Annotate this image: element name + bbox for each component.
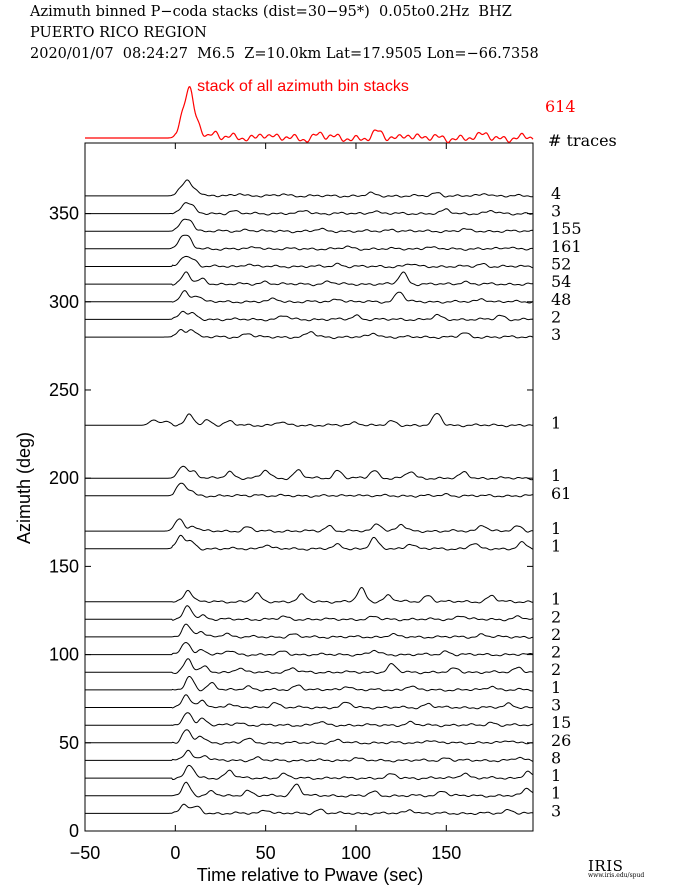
azimuth-trace-30 [85, 764, 534, 781]
azimuth-trace-310 [85, 271, 534, 287]
header-line-3: 2020/01/07 08:24:27 M6.5 Z=10.0km Lat=17… [30, 46, 539, 62]
header-line-1: Azimuth binned P−coda stacks (dist=30−95… [30, 4, 512, 20]
x-axis-label: Time relative to Pwave (sec) [197, 865, 423, 885]
azimuth-trace-70 [85, 694, 534, 710]
azimuth-trace-300 [85, 290, 534, 304]
y-tick-label: 150 [49, 556, 79, 576]
y-tick-label: 100 [49, 645, 79, 665]
trace-count-110: 2 [551, 625, 561, 644]
trace-count-20: 1 [551, 784, 561, 803]
trace-count-50: 26 [551, 731, 571, 750]
trace-count-70: 3 [551, 696, 561, 715]
azimuth-trace-50 [85, 729, 534, 745]
x-tick-label: 150 [431, 843, 461, 863]
y-axis-label: Azimuth (deg) [14, 432, 34, 544]
azimuth-trace-360 [85, 179, 534, 198]
azimuth-trace-40 [85, 749, 534, 763]
x-tick-label: 100 [341, 843, 371, 863]
trace-count-160: 1 [551, 537, 561, 556]
iris-logo-url: www.iris.edu/spud [588, 872, 645, 879]
azimuth-trace-100 [85, 641, 534, 657]
azimuth-trace-80 [85, 676, 534, 692]
trace-count-300: 48 [551, 290, 571, 309]
y-tick-label: 50 [59, 733, 79, 753]
trace-count-190: 61 [551, 484, 571, 503]
x-tick-label: −50 [70, 843, 101, 863]
header-line-2: PUERTO RICO REGION [30, 25, 207, 41]
trace-count-310: 54 [551, 272, 571, 291]
trace-count-40: 8 [551, 748, 561, 767]
trace-count-290: 2 [551, 307, 561, 326]
azimuth-trace-10 [85, 803, 534, 816]
azimuth-trace-200 [85, 465, 534, 481]
azimuth-trace-290 [85, 310, 534, 322]
azimuth-trace-280 [85, 328, 534, 340]
trace-count-60: 15 [551, 713, 571, 732]
trace-count-80: 1 [551, 678, 561, 697]
plot-border [84, 142, 534, 832]
trace-count-360: 4 [551, 184, 561, 203]
y-tick-label: 200 [49, 468, 79, 488]
azimuth-trace-130 [85, 586, 534, 604]
y-tick-label: 250 [49, 380, 79, 400]
azimuth-trace-330 [85, 234, 534, 251]
plot-frame [84, 142, 534, 832]
trace-count-320: 52 [551, 254, 571, 273]
trace-count-280: 3 [551, 325, 561, 344]
stack-label: stack of all azimuth bin stacks [197, 78, 409, 95]
trace-count-10: 3 [551, 801, 561, 820]
azimuth-trace-320 [85, 255, 534, 269]
trace-stacks [85, 179, 534, 816]
azimuth-trace-60 [85, 712, 534, 728]
y-tick-label: 0 [69, 821, 79, 841]
azimuth-trace-90 [85, 658, 534, 675]
trace-count-230: 1 [551, 413, 561, 432]
iris-logo: IRIS www.iris.edu/spud [588, 856, 644, 879]
y-tick-label: 300 [49, 292, 79, 312]
trace-count-170: 1 [551, 519, 561, 538]
azimuth-trace-340 [85, 218, 534, 234]
trace-count-30: 1 [551, 766, 561, 785]
stack-trace-count: 614 [545, 97, 576, 116]
trace-count-100: 2 [551, 643, 561, 662]
azimuth-trace-120 [85, 605, 534, 622]
azimuth-trace-20 [85, 781, 534, 798]
azimuth-trace-350 [85, 202, 534, 216]
trace-count-200: 1 [551, 466, 561, 485]
iris-logo-text: IRIS [588, 857, 624, 875]
trace-count-340: 155 [551, 219, 582, 238]
x-tick-label: 0 [170, 843, 180, 863]
trace-count-350: 3 [551, 202, 561, 221]
trace-count-130: 1 [551, 590, 561, 609]
trace-count-330: 161 [551, 237, 582, 256]
azimuth-trace-110 [85, 623, 534, 639]
trace-count-120: 2 [551, 607, 561, 626]
azimuth-trace-230 [85, 412, 534, 428]
x-tick-label: 50 [256, 843, 276, 863]
trace-count-90: 2 [551, 660, 561, 679]
overall-stack-trace [85, 85, 534, 144]
azimuth-trace-190 [85, 482, 534, 498]
azimuth-trace-160 [85, 534, 534, 551]
y-tick-label: 350 [49, 204, 79, 224]
trace-count-header: # traces [548, 131, 617, 150]
azimuth-trace-170 [85, 518, 533, 534]
